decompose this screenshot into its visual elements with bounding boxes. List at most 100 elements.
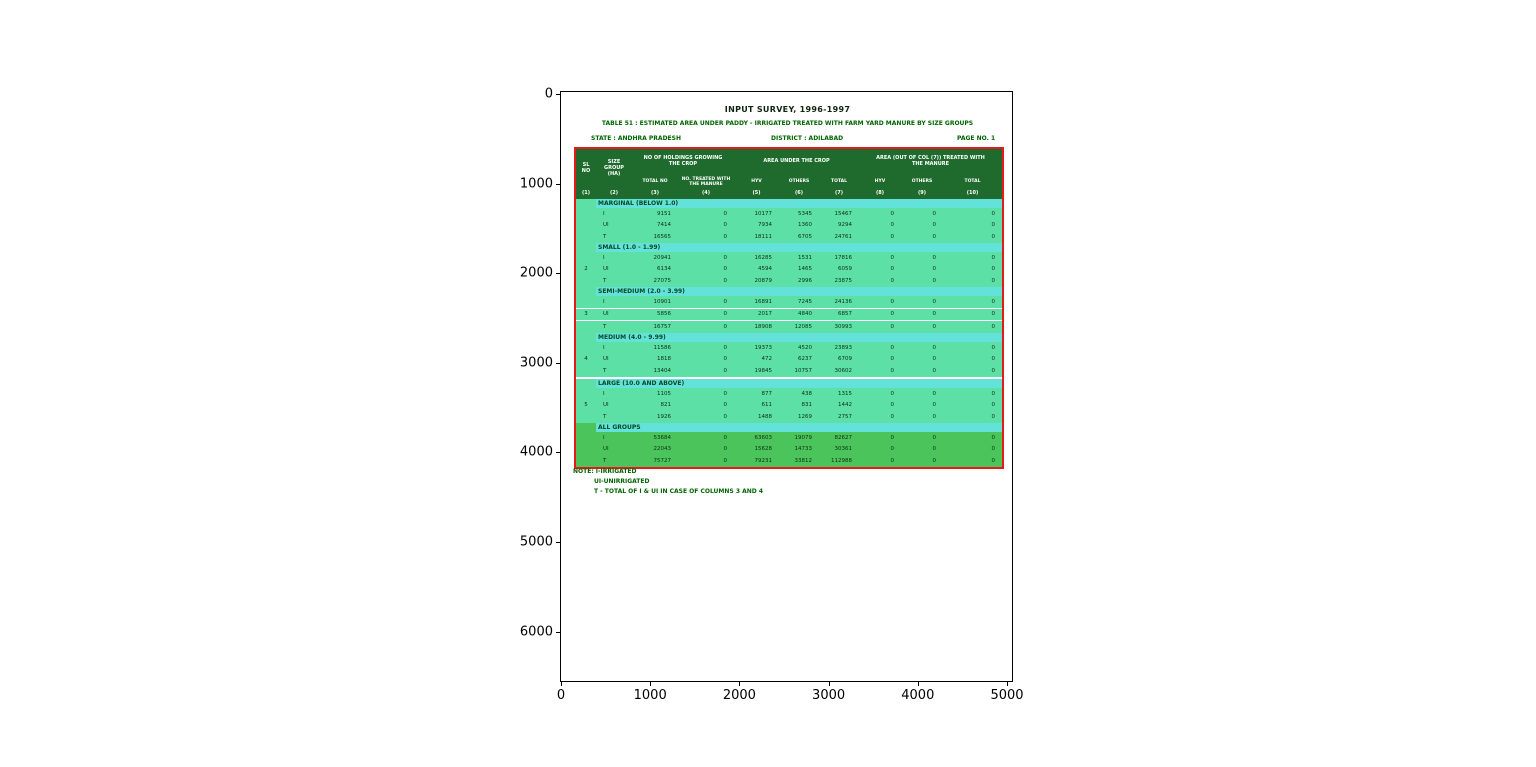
table-cell: 0 <box>991 344 996 351</box>
table-cell: 15467 <box>834 210 853 217</box>
size-group-band: MARGINAL (BELOW 1.0) <box>576 199 1002 208</box>
table-cell: 0 <box>932 402 937 409</box>
table-cell: 0 <box>890 356 895 363</box>
table-cell: 0 <box>890 266 895 273</box>
table-row: T 1926 0 1488 1269 2757 0 0 0 <box>576 411 1002 423</box>
table-row: 5 UI 821 0 611 831 1442 0 0 0 <box>576 399 1002 412</box>
note-line: NOTE: I-IRRIGATED <box>573 468 637 475</box>
table-cell: 17816 <box>834 254 853 261</box>
table-cell: 2017 <box>758 311 772 318</box>
x-tick-label: 4000 <box>901 688 935 703</box>
row-type-cell: T <box>603 457 607 464</box>
table-row: UI 22043 0 15628 14733 30361 0 0 0 <box>576 443 1002 456</box>
table-cell: 0 <box>723 324 728 331</box>
document-meta-row: STATE : ANDHRA PRADESH DISTRICT : ADILAB… <box>561 135 1014 145</box>
table-cell: 20941 <box>653 254 672 261</box>
table-cell: 0 <box>723 344 728 351</box>
y-tick-label: 6000 <box>519 624 553 640</box>
header-colnum: (3) <box>650 190 660 197</box>
band-left-cell <box>576 199 596 208</box>
table-cell: 10901 <box>653 298 672 305</box>
band-left-cell <box>576 286 596 296</box>
table-cell: 7245 <box>798 298 812 305</box>
table-cell: 4840 <box>798 311 812 318</box>
table-cell: 5856 <box>657 311 671 318</box>
table-cell: 12085 <box>794 324 813 331</box>
table-cell: 53684 <box>653 434 672 441</box>
table-cell: 1531 <box>798 254 812 261</box>
row-type-cell: T <box>603 234 607 241</box>
table-cell: 0 <box>723 278 728 285</box>
table-cell: 19845 <box>754 368 773 375</box>
table-cell: 9151 <box>657 210 671 217</box>
table-cell: 18908 <box>754 324 773 331</box>
table-cell: 0 <box>890 446 895 453</box>
table-row: UI 7414 0 7934 1360 9294 0 0 0 <box>576 219 1002 232</box>
table-cell: 13404 <box>653 368 672 375</box>
header-colnum: (2) <box>609 190 619 197</box>
y-tick-mark <box>556 273 560 275</box>
table-cell: 0 <box>932 254 937 261</box>
district-label: DISTRICT : ADILABAD <box>771 135 844 142</box>
table-cell: 24761 <box>834 234 853 241</box>
table-cell: 1926 <box>657 414 671 421</box>
table-cell: 1488 <box>758 414 772 421</box>
table-cell: 0 <box>890 278 895 285</box>
table-cell: 0 <box>723 457 728 464</box>
table-cell: 0 <box>932 446 937 453</box>
header-colnum: (9) <box>917 190 927 197</box>
table-cell: 0 <box>890 234 895 241</box>
table-cell: 6134 <box>657 266 671 273</box>
table-cell: 82627 <box>834 434 853 441</box>
sl-no-cell: 2 <box>584 266 588 273</box>
table-cell: 1105 <box>657 390 671 397</box>
sl-no-cell <box>576 432 596 444</box>
table-cell: 0 <box>932 222 937 229</box>
row-type-cell: UI <box>603 266 609 273</box>
header-subcell: HYV <box>874 179 886 185</box>
data-table: SL NO SIZE GROUP (HA) NO OF HOLDINGS GROWI… <box>574 147 1004 469</box>
table-cell: 79231 <box>754 457 773 464</box>
table-cell: 0 <box>991 324 996 331</box>
table-cell: 0 <box>723 311 728 318</box>
sl-no-cell <box>576 296 596 308</box>
table-cell: 0 <box>991 266 996 273</box>
header-colnum: (10) <box>966 190 979 197</box>
table-cell: 0 <box>932 434 937 441</box>
table-cell: 18111 <box>754 234 773 241</box>
page-number-label: PAGE NO. 1 <box>957 135 996 142</box>
table-cell: 0 <box>890 324 895 331</box>
y-tick-mark <box>556 94 560 95</box>
y-tick-mark <box>556 631 560 633</box>
size-group-band: MEDIUM (4.0 - 9.99) <box>576 332 1002 342</box>
table-cell: 0 <box>991 457 996 464</box>
row-type-cell: UI <box>603 402 609 409</box>
table-cell: 4594 <box>758 266 772 273</box>
table-cell: 10177 <box>754 210 773 217</box>
x-tick-mark <box>561 682 562 686</box>
state-label: STATE : ANDHRA PRADESH <box>591 135 681 142</box>
size-group-section: SMALL (1.0 - 1.99) I 20941 0 16285 1531 17816 0… <box>576 242 1002 287</box>
table-cell: 0 <box>991 278 996 285</box>
table-cell: 0 <box>932 457 937 464</box>
row-type-cell: UI <box>603 356 609 363</box>
header-subcell: TOTAL <box>831 179 847 185</box>
x-tick-mark <box>739 682 741 686</box>
x-tick-mark <box>1007 682 1008 686</box>
y-tick-label: 4000 <box>519 444 553 460</box>
document-subtitle: TABLE 51 : ESTIMATED AREA UNDER PADDY - … <box>601 120 974 127</box>
table-row: I 1105 0 877 438 1315 0 0 0 <box>576 387 1002 400</box>
x-tick-label: 0 <box>556 688 566 703</box>
table-row: I 20941 0 16285 1531 17816 0 0 0 <box>576 251 1002 264</box>
sl-no-cell <box>576 208 596 220</box>
table-cell: 0 <box>890 434 895 441</box>
table-row: I 11586 0 19373 4520 23893 0 0 0 <box>576 341 1002 354</box>
y-tick-mark <box>556 183 560 185</box>
table-cell: 0 <box>723 210 728 217</box>
row-type-cell: UI <box>603 222 609 229</box>
row-type-cell: T <box>603 324 607 331</box>
table-cell: 16757 <box>653 324 672 331</box>
table-cell: 0 <box>932 234 937 241</box>
header-cell: SL NO <box>581 162 591 174</box>
table-cell: 0 <box>890 457 895 464</box>
